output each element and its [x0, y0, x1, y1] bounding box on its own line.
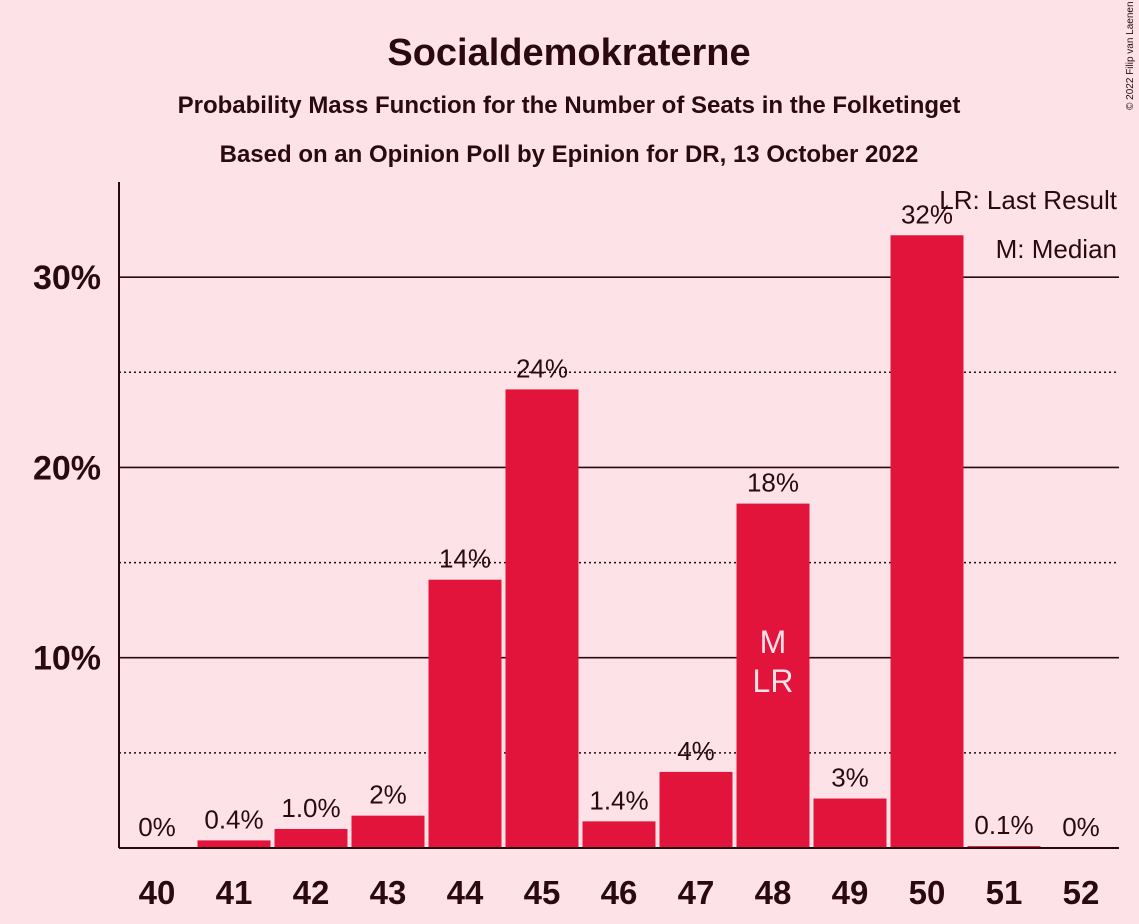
data-label: 0% [138, 812, 176, 842]
bar [890, 235, 964, 848]
y-tick-label: 30% [33, 259, 101, 297]
data-label: 1.4% [589, 785, 648, 815]
bar [582, 821, 656, 848]
median-marker: M [760, 624, 787, 660]
data-label: 24% [516, 353, 568, 383]
x-tick-label: 44 [447, 874, 484, 911]
x-tick-label: 42 [293, 874, 330, 911]
data-label: 3% [831, 763, 869, 793]
data-label: 0% [1062, 812, 1100, 842]
data-labels: 0% 0.4% 1.0% 2% 14% 24% 1.4% 4% 18% 3% 32% 0.1% 0% [138, 199, 1100, 842]
x-tick-label: 41 [216, 874, 253, 911]
gridlines [119, 276, 1119, 754]
x-tick-label: 46 [601, 874, 638, 911]
last-result-marker: LR [753, 663, 794, 699]
chart-subtitle: Probability Mass Function for the Number… [178, 92, 961, 119]
data-label: 32% [901, 199, 953, 229]
bar [659, 771, 733, 848]
data-label: 2% [369, 780, 407, 810]
x-tick-label: 50 [909, 874, 946, 911]
data-label: 14% [439, 544, 491, 574]
bar [813, 798, 887, 848]
x-tick-label: 47 [678, 874, 715, 911]
bar [351, 815, 425, 848]
x-tick-label: 48 [755, 874, 792, 911]
copyright-text: © 2022 Filip van Laenen [1125, 1, 1136, 110]
x-tick-label: 43 [370, 874, 407, 911]
data-label: 18% [747, 468, 799, 498]
x-tick-label: 51 [986, 874, 1023, 911]
data-label: 0.1% [974, 810, 1033, 840]
bar [428, 579, 502, 848]
x-tick-label: 40 [139, 874, 176, 911]
data-label: 0.4% [204, 804, 263, 834]
x-tick-label: 45 [524, 874, 561, 911]
bars: MLR [197, 235, 1041, 848]
y-tick-label: 20% [33, 449, 101, 487]
bar [197, 840, 271, 848]
bar [736, 503, 810, 848]
x-tick-label: 52 [1063, 874, 1100, 911]
x-tick-label: 49 [832, 874, 869, 911]
bar [274, 828, 348, 848]
bar [505, 389, 579, 848]
y-tick-labels: 10% 20% 30% [33, 259, 101, 678]
chart-subtitle-poll: Based on an Opinion Poll by Epinion for … [220, 141, 919, 168]
y-tick-label: 10% [33, 640, 101, 678]
data-label: 4% [677, 736, 715, 766]
x-tick-labels: 40 41 42 43 44 45 46 47 48 49 50 51 52 [139, 874, 1100, 911]
chart-title: Socialdemokraterne [387, 32, 750, 74]
legend-median: M: Median [996, 234, 1117, 264]
data-label: 1.0% [281, 793, 340, 823]
legend-last-result: LR: Last Result [939, 185, 1118, 215]
